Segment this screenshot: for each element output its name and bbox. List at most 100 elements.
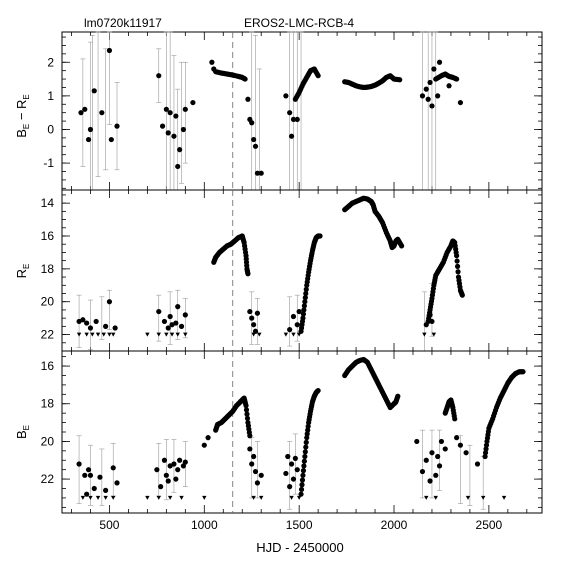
curve-point [482,453,488,460]
upper-limit-marker [169,332,175,337]
curve-point [244,411,250,417]
upper-limit-marker [465,495,471,500]
data-point [457,99,464,106]
y-tick-label: -1 [43,156,54,170]
y-tick-label: 2 [47,55,54,69]
curve-point [303,444,309,450]
data-point [436,463,443,469]
x-tick-label: 1500 [286,518,313,532]
color-index-panel: -1 0 1 2 [43,31,543,191]
upper-limit-marker [431,332,437,337]
star-name-title: EROS2-LMC-RCB-4 [244,16,354,30]
data-point [158,484,164,490]
x-axis-label: HJD - 2450000 [256,540,343,555]
data-point [254,310,261,316]
curve-point [454,258,460,264]
data-point [103,323,109,329]
upper-limit-marker [76,332,82,337]
data-point [84,320,90,326]
data-point [209,59,215,65]
x-tick-label: 1000 [191,518,218,532]
data-point [173,476,179,482]
data-point [93,318,99,325]
curve-point [243,403,249,409]
data-point [85,136,92,143]
data-point [165,325,171,331]
panel-frame [61,31,543,191]
upper-limit-marker [145,332,150,337]
data-point [414,438,420,445]
data-point [258,170,264,176]
upper-limit-marker [111,332,116,337]
data-point [85,467,92,473]
data-point [175,304,181,310]
upper-limit-marker [179,495,184,500]
upper-limit-marker [202,495,207,500]
data-point [296,308,302,315]
curve-point [303,290,309,297]
curve-point [454,76,460,82]
data-point [283,470,289,477]
data-point [294,116,300,123]
data-point [427,79,433,86]
curve-point [300,311,307,317]
data-point [258,472,264,478]
data-point [108,136,114,143]
curve-point [243,407,250,413]
data-point [423,457,429,463]
data-point [87,325,94,331]
curve-point [455,269,461,275]
data-point [165,478,171,484]
data-point [446,83,452,89]
data-point [97,474,103,480]
curve-point [399,243,405,249]
data-point [78,110,84,116]
data-point [167,313,173,320]
curve-point [299,482,305,488]
upper-limit-marker [259,495,264,500]
y-tick-label: 1 [47,89,54,103]
upper-limit-marker [283,332,289,337]
curve-point [303,439,309,445]
upper-limit-marker [90,332,95,337]
data-point [161,318,168,325]
upper-limit-marker [80,495,86,500]
data-point [288,133,295,139]
x-tick-label: 2500 [476,518,503,532]
data-point [254,170,261,176]
curve-point [242,76,248,82]
data-point [171,133,177,139]
upper-limit-marker [289,495,294,500]
data-point [80,317,86,323]
curve-point [302,453,308,460]
data-point [251,453,257,460]
data-point [251,322,257,328]
data-point [438,438,445,445]
upper-limit-marker [107,332,112,337]
data-point [247,308,253,315]
curve-point [454,253,460,259]
upper-limit-marker [145,495,150,500]
upper-limit-marker [501,495,507,500]
object-id-label: lm0720k11917 [84,16,162,30]
data-point [290,476,297,482]
data-point [165,130,171,136]
curve-point [301,458,307,464]
data-point [251,136,257,143]
curve-point [245,271,251,277]
data-point [91,485,97,492]
curve-point [300,315,306,321]
data-point [454,435,460,441]
data-point [433,472,439,478]
data-point [254,480,261,486]
upper-limit-marker [84,332,89,337]
data-point [156,73,162,79]
data-point [249,461,255,467]
data-point [110,465,116,471]
curve-point [298,491,304,497]
data-point [252,143,259,149]
upper-limit-marker [95,332,101,337]
data-point [435,453,441,460]
data-point [249,315,255,321]
upper-limit-marker [167,495,173,500]
